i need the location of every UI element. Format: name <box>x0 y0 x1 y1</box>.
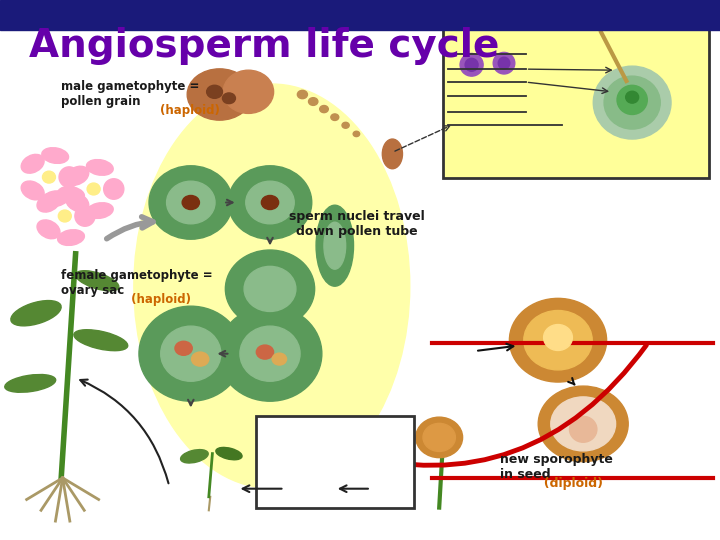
Ellipse shape <box>382 477 410 501</box>
FancyArrowPatch shape <box>81 380 168 483</box>
FancyBboxPatch shape <box>256 416 414 508</box>
FancyArrowPatch shape <box>220 351 228 356</box>
Ellipse shape <box>256 345 274 359</box>
Ellipse shape <box>240 326 300 381</box>
Ellipse shape <box>342 122 349 128</box>
Ellipse shape <box>617 85 647 114</box>
Ellipse shape <box>570 416 597 442</box>
Ellipse shape <box>218 306 322 401</box>
Ellipse shape <box>161 326 221 381</box>
Ellipse shape <box>423 423 455 451</box>
Ellipse shape <box>297 90 307 99</box>
Text: Angiosperm life cycle: Angiosperm life cycle <box>29 26 499 65</box>
Ellipse shape <box>182 195 199 210</box>
Ellipse shape <box>551 397 616 451</box>
Ellipse shape <box>149 166 233 239</box>
FancyArrowPatch shape <box>340 485 368 492</box>
Ellipse shape <box>87 183 100 195</box>
Ellipse shape <box>382 139 402 169</box>
Ellipse shape <box>510 298 606 382</box>
Ellipse shape <box>498 57 510 69</box>
Text: new sporophyte
in seed: new sporophyte in seed <box>500 453 613 481</box>
Ellipse shape <box>331 114 339 120</box>
Ellipse shape <box>192 352 209 366</box>
Ellipse shape <box>544 325 572 350</box>
Ellipse shape <box>465 58 478 71</box>
Ellipse shape <box>207 85 222 98</box>
Ellipse shape <box>593 66 671 139</box>
Ellipse shape <box>76 271 119 291</box>
FancyArrowPatch shape <box>478 344 513 350</box>
FancyArrowPatch shape <box>226 200 233 205</box>
Ellipse shape <box>21 181 44 200</box>
Ellipse shape <box>539 386 628 462</box>
Ellipse shape <box>222 93 235 104</box>
Ellipse shape <box>244 266 296 312</box>
Ellipse shape <box>11 301 61 326</box>
Ellipse shape <box>86 160 113 176</box>
FancyArrowPatch shape <box>243 485 282 492</box>
Ellipse shape <box>66 193 89 212</box>
Ellipse shape <box>604 76 660 129</box>
Ellipse shape <box>626 91 639 103</box>
Ellipse shape <box>523 310 593 370</box>
Ellipse shape <box>42 191 68 206</box>
Text: male gametophyte =
pollen grain: male gametophyte = pollen grain <box>61 80 199 109</box>
Ellipse shape <box>37 193 60 212</box>
Ellipse shape <box>86 202 113 218</box>
Ellipse shape <box>58 210 71 222</box>
Ellipse shape <box>187 69 252 120</box>
Ellipse shape <box>42 171 55 183</box>
Ellipse shape <box>225 250 315 328</box>
FancyArrowPatch shape <box>568 378 575 384</box>
Ellipse shape <box>320 105 328 113</box>
Ellipse shape <box>181 450 208 463</box>
Ellipse shape <box>37 220 60 239</box>
Bar <box>0 0 720 30</box>
Ellipse shape <box>493 52 515 74</box>
FancyBboxPatch shape <box>443 27 709 178</box>
Ellipse shape <box>316 205 354 286</box>
Text: (haploid): (haploid) <box>61 293 192 307</box>
Text: (diploid): (diploid) <box>500 477 603 490</box>
Ellipse shape <box>59 167 79 187</box>
Ellipse shape <box>416 417 462 458</box>
Text: sperm nuclei travel
down pollen tube: sperm nuclei travel down pollen tube <box>289 210 424 238</box>
FancyArrowPatch shape <box>188 400 194 406</box>
Ellipse shape <box>228 166 312 239</box>
Ellipse shape <box>21 154 44 173</box>
Ellipse shape <box>74 330 127 350</box>
Ellipse shape <box>272 353 287 365</box>
Ellipse shape <box>58 230 84 245</box>
Ellipse shape <box>104 179 124 199</box>
Ellipse shape <box>5 375 55 392</box>
Ellipse shape <box>42 148 68 164</box>
Ellipse shape <box>66 166 89 185</box>
Ellipse shape <box>175 341 192 355</box>
FancyArrowPatch shape <box>267 238 273 244</box>
Ellipse shape <box>75 206 95 226</box>
Ellipse shape <box>216 448 242 460</box>
Text: (haploid): (haploid) <box>61 104 220 117</box>
Ellipse shape <box>246 181 294 224</box>
Text: female gametophyte =
ovary sac: female gametophyte = ovary sac <box>61 269 213 298</box>
Ellipse shape <box>58 187 84 202</box>
Ellipse shape <box>460 53 483 76</box>
Ellipse shape <box>223 70 274 113</box>
Ellipse shape <box>296 477 323 501</box>
Ellipse shape <box>353 131 360 137</box>
FancyArrowPatch shape <box>346 345 647 465</box>
Ellipse shape <box>134 84 410 488</box>
Ellipse shape <box>308 98 318 105</box>
FancyArrowPatch shape <box>107 217 153 239</box>
Ellipse shape <box>166 181 215 224</box>
Ellipse shape <box>261 195 279 210</box>
Ellipse shape <box>324 222 346 269</box>
Ellipse shape <box>139 306 243 401</box>
